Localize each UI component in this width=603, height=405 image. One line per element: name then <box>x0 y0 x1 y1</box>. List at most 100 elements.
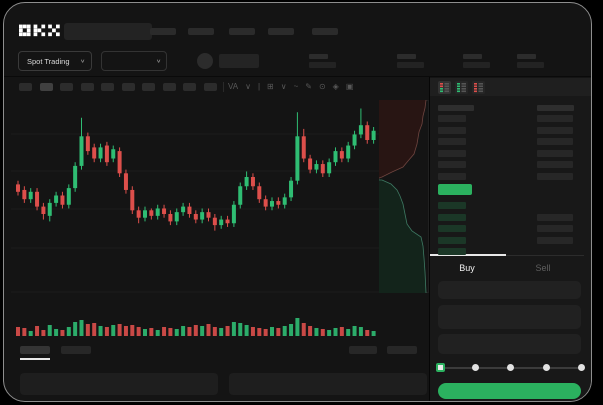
volume-bar <box>41 330 46 336</box>
ask-price-placeholder[interactable] <box>438 173 466 180</box>
tab-buy[interactable]: Buy <box>430 258 506 274</box>
candle-body <box>308 158 313 170</box>
timeframe-button[interactable] <box>19 83 32 91</box>
timeframe-button[interactable] <box>162 83 176 91</box>
volume-bar <box>200 326 205 336</box>
settings-icon[interactable]: ◈ <box>332 82 339 91</box>
last-price-highlight[interactable] <box>438 184 472 195</box>
chart-tab-active[interactable] <box>20 346 50 354</box>
slider-stop[interactable] <box>542 364 550 371</box>
ask-price-placeholder[interactable] <box>438 127 466 134</box>
volume-bar <box>193 325 198 336</box>
bid-price-placeholder[interactable] <box>438 202 466 209</box>
icon-bar <box>444 85 449 88</box>
logo-pixel <box>33 32 38 37</box>
chart-tab[interactable] <box>61 346 91 354</box>
ask-amount-placeholder <box>537 150 573 157</box>
ask-price-placeholder[interactable] <box>438 115 466 122</box>
ask-amount-placeholder <box>537 161 573 168</box>
search-input[interactable] <box>64 23 152 40</box>
candle-body <box>276 201 281 205</box>
candle-body <box>282 197 287 205</box>
timeframe-button[interactable] <box>80 83 94 91</box>
indicator-selector[interactable]: VA <box>228 82 239 91</box>
orderbook-view-modes[interactable] <box>438 81 490 94</box>
logo-pixel <box>26 24 31 29</box>
candlestick-chart[interactable] <box>11 98 379 346</box>
slider-stop[interactable] <box>472 364 480 371</box>
slider-handle[interactable] <box>436 363 445 372</box>
icon-bar <box>478 88 483 90</box>
icon-bar <box>461 83 466 85</box>
timeframe-button[interactable] <box>39 83 53 91</box>
slider-stop[interactable] <box>577 364 585 371</box>
tab-sell[interactable]: Sell <box>506 258 582 274</box>
nav-item[interactable] <box>150 28 176 35</box>
chevron-down-icon[interactable]: ∨ <box>245 82 251 91</box>
chart-type-icon[interactable]: ⊞ <box>267 82 274 91</box>
bottom-panel[interactable] <box>20 373 218 395</box>
order-field-price[interactable] <box>438 281 581 299</box>
volume-bar <box>16 327 20 336</box>
logo-pixel <box>48 24 52 29</box>
candle-body <box>193 214 198 220</box>
logo-pixel <box>37 28 42 33</box>
line-tool-icon[interactable]: ~ <box>293 82 299 91</box>
timeframe-button[interactable] <box>142 83 155 91</box>
stat-value-placeholder <box>309 62 336 68</box>
camera-icon[interactable]: ⊙ <box>318 82 326 91</box>
chevron-down-icon[interactable]: ∨ <box>280 82 287 91</box>
candle-body <box>212 217 217 226</box>
candle-body <box>111 149 116 159</box>
chart-option[interactable] <box>349 346 377 354</box>
ask-price-placeholder[interactable] <box>438 138 466 145</box>
bid-price-placeholder[interactable] <box>438 237 466 244</box>
icon-bar <box>457 83 460 85</box>
timeframe-button[interactable] <box>203 83 217 91</box>
timeframe-button[interactable] <box>60 83 73 91</box>
logo-pixel <box>19 24 23 29</box>
volume-bar <box>301 323 306 336</box>
icon-bar <box>444 88 449 90</box>
timeframe-button[interactable] <box>121 83 135 91</box>
volume-bar <box>117 324 122 336</box>
logo-pixel <box>55 32 60 37</box>
bid-price-placeholder[interactable] <box>438 225 466 232</box>
order-field-total[interactable] <box>438 334 581 354</box>
logo-pixel <box>26 32 31 37</box>
nav-item[interactable] <box>312 28 338 35</box>
slider-stop[interactable] <box>507 364 515 371</box>
icon-bar <box>461 85 466 88</box>
ask-amount-placeholder <box>537 115 573 122</box>
volume-bar <box>365 330 370 336</box>
ask-price-placeholder[interactable] <box>438 150 466 157</box>
nav-item[interactable] <box>188 28 214 35</box>
bid-price-placeholder[interactable] <box>438 214 466 221</box>
nav-item[interactable] <box>268 28 294 35</box>
pair-selector[interactable]: ∨ <box>101 51 167 71</box>
timeframe-button[interactable] <box>183 83 196 91</box>
order-field-amount[interactable] <box>438 305 581 329</box>
stat-label-placeholder <box>309 54 328 59</box>
stat-value-placeholder <box>517 62 544 68</box>
bid-price-placeholder[interactable] <box>438 248 466 255</box>
bottom-panel[interactable] <box>229 373 427 395</box>
stat-label-placeholder <box>517 54 536 59</box>
fullscreen-icon[interactable]: ▣ <box>345 82 354 91</box>
candle-body <box>206 212 211 218</box>
draw-tool-icon[interactable]: ✎ <box>305 82 312 91</box>
amount-slider[interactable] <box>436 363 585 372</box>
nav-item[interactable] <box>229 28 255 35</box>
ask-price-placeholder[interactable] <box>438 161 466 168</box>
buy-button[interactable] <box>438 383 581 399</box>
chart-option[interactable] <box>387 346 417 354</box>
active-tab-underline <box>20 358 50 360</box>
volume-bar <box>276 328 281 336</box>
timeframe-button[interactable] <box>101 83 114 91</box>
icon-bar <box>440 90 443 93</box>
candle-body <box>187 206 192 214</box>
market-type-selector[interactable]: Spot Trading ∨ <box>18 51 92 71</box>
ask-amount-placeholder <box>537 138 573 145</box>
icon-bar <box>474 88 477 90</box>
chart-tools: VA ∨ | ⊞ ∨ ~ ✎ ⊙ ◈ ▣ <box>228 82 353 92</box>
